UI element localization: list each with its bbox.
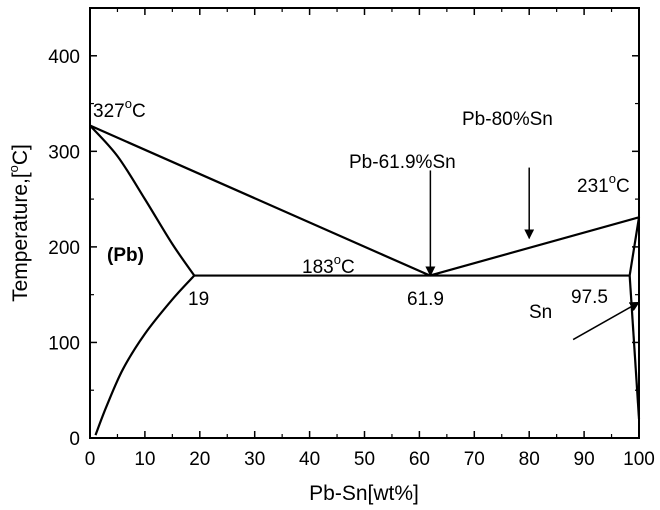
x-tick-label: 20 — [189, 449, 210, 470]
annotation-lbl-pb-phase: (Pb) — [107, 245, 144, 266]
x-tick-label: 30 — [244, 449, 265, 470]
plot-frame — [89, 7, 640, 439]
annotation-value: 183 — [302, 257, 334, 278]
x-tick-label: 10 — [134, 449, 155, 470]
y-tick-label: 100 — [48, 333, 80, 354]
y-tick-label: 0 — [69, 429, 80, 450]
annotation-lbl-61-9: 61.9 — [407, 289, 444, 310]
annotation-t-sn-melt: 231oC — [577, 171, 630, 197]
boundary-solidus-pb — [89, 124, 196, 277]
y-tick-label: 400 — [48, 47, 80, 68]
phase-boundaries — [89, 124, 641, 436]
unit-suffix: C — [341, 257, 355, 278]
annotation-lbl-eutectic-comp: Pb-61.9%Sn — [349, 152, 456, 173]
x-tick-label: 0 — [85, 449, 96, 470]
x-tick-label: 50 — [354, 449, 375, 470]
axis-ticks: 0 10 20 30 40 50 60 70 80 90 100 0 100 200 300 400 — [48, 8, 655, 470]
annotation-value: 231 — [577, 176, 609, 197]
x-tick-label: 60 — [409, 449, 430, 470]
annotation-lbl-sn-phase: Sn — [529, 302, 552, 323]
degree-superscript: o — [609, 171, 616, 186]
annotation-value: 327 — [93, 101, 125, 122]
y-title-degree: o — [6, 165, 21, 172]
unit-suffix: C — [616, 176, 630, 197]
annotation-t-pb-melt: 327oC — [93, 96, 146, 122]
boundary-solvus-pb — [94, 274, 196, 436]
degree-superscript: o — [334, 252, 341, 267]
unit-suffix: C — [132, 101, 146, 122]
y-axis-title: Temperature,[oC] — [6, 144, 32, 302]
annotation-lbl-19: 19 — [188, 289, 209, 310]
y-title-prefix: Temperature,[ — [9, 172, 32, 302]
y-title-suffix: C] — [9, 144, 32, 165]
boundary-liquidus-right — [429, 216, 640, 277]
x-axis-title: Pb-Sn[wt%] — [309, 482, 419, 505]
annotation-lbl-97-5: 97.5 — [571, 287, 608, 308]
annotation-t-eutectic: 183oC — [302, 252, 355, 278]
boundary-solidus-sn — [628, 217, 641, 276]
boundary-liquidus-left — [89, 124, 431, 277]
x-tick-label: 70 — [464, 449, 485, 470]
x-tick-label: 90 — [574, 449, 595, 470]
annotation-lbl-80sn: Pb-80%Sn — [462, 109, 553, 130]
arrow-sn — [572, 301, 640, 341]
x-tick-label: 100 — [623, 449, 655, 470]
x-tick-label: 80 — [519, 449, 540, 470]
degree-superscript: o — [125, 96, 132, 111]
y-tick-label: 300 — [48, 142, 80, 163]
boundary-solvus-sn — [628, 275, 641, 419]
x-tick-label: 40 — [299, 449, 320, 470]
y-tick-label: 200 — [48, 238, 80, 259]
annotation-arrows — [425, 167, 640, 341]
